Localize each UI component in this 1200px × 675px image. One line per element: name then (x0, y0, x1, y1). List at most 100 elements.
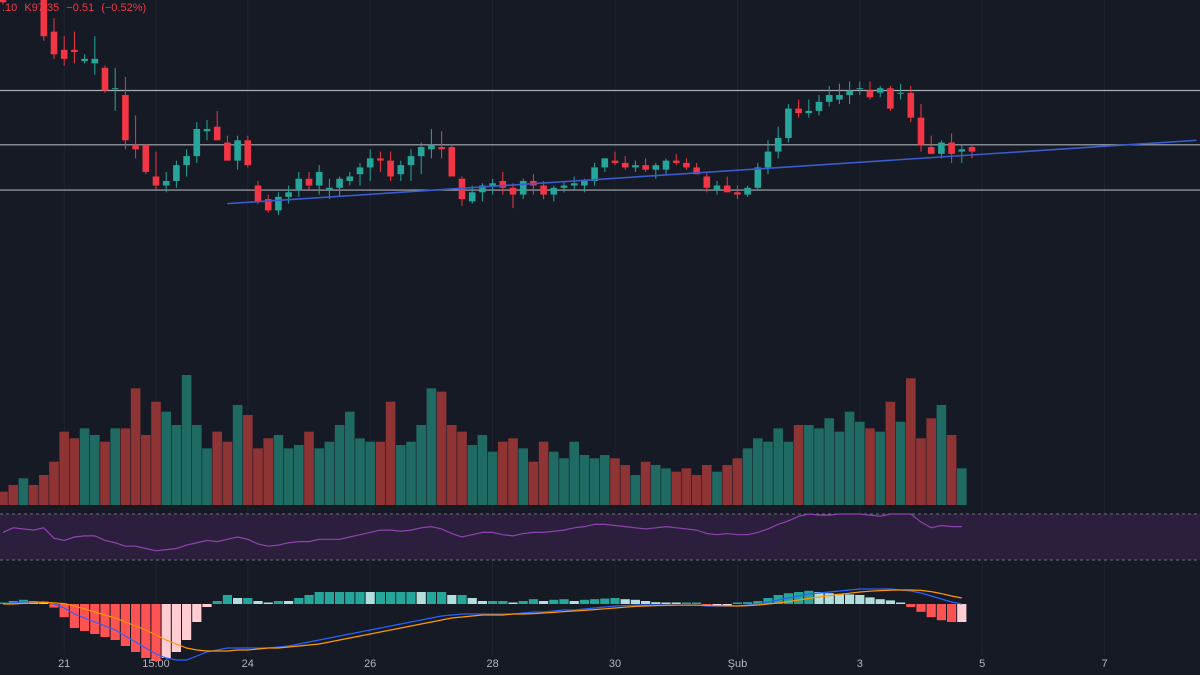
candle-body (489, 183, 496, 186)
macd-histogram-bar (488, 601, 498, 604)
candle-body (0, 0, 7, 3)
volume-bar (549, 451, 559, 505)
candle-body (754, 167, 762, 188)
macd-histogram-bar (712, 604, 722, 606)
volume-bar (783, 441, 794, 505)
macd-line (2, 588, 962, 661)
x-tick-label: 24 (242, 658, 254, 670)
candle-body (346, 176, 354, 181)
macd-histogram-bar (59, 604, 69, 618)
macd-histogram-bar (151, 604, 161, 661)
volume-bar (630, 475, 641, 505)
candle-body (519, 181, 527, 195)
volume-bar (702, 465, 712, 505)
macd-histogram-bar (539, 601, 549, 604)
volume-bar (538, 441, 549, 505)
candle-body (264, 199, 272, 211)
macd-histogram-bar (90, 604, 100, 634)
x-tick-label: 30 (609, 658, 621, 670)
candle-body (468, 192, 476, 202)
candle-body (305, 178, 313, 186)
x-tick-label: Şub (728, 658, 748, 670)
volume-bar (916, 438, 926, 505)
macd-histogram-bar (549, 599, 559, 604)
candle-body (509, 187, 517, 195)
volume-bar (304, 431, 314, 505)
candle-body (693, 167, 700, 175)
candle-body (560, 185, 568, 188)
volume-bar (732, 458, 743, 505)
volume-bar (396, 445, 406, 505)
volume-bar (824, 418, 834, 505)
volume-bar (69, 438, 80, 505)
macd-histogram-bar (447, 595, 457, 604)
volume-bar (661, 468, 671, 505)
macd-histogram-bar (120, 604, 130, 646)
volume-bar (151, 401, 161, 505)
macd-histogram-bar (620, 599, 630, 604)
x-tick-label: 26 (364, 658, 376, 670)
candle-body (713, 185, 721, 191)
candle-body (795, 108, 802, 114)
candle-body (927, 147, 935, 154)
candle-body (907, 92, 915, 118)
volume-bar (651, 465, 661, 505)
volume-bar (885, 401, 896, 505)
volume-bar (100, 441, 110, 505)
volume-bar (559, 458, 569, 505)
macd-histogram-bar (916, 604, 926, 612)
volume-bar (763, 441, 773, 505)
candle-body (836, 95, 843, 100)
candle-body (60, 49, 68, 59)
macd-histogram-bar (477, 601, 487, 604)
volume-bar (936, 405, 947, 505)
macd-histogram-bar (692, 602, 702, 604)
candle-body (662, 160, 670, 170)
macd-histogram-bar (559, 599, 569, 604)
macd-histogram-bar (855, 595, 865, 604)
macd-histogram-bar (671, 602, 681, 604)
volume-bar (528, 461, 539, 505)
candle-body (948, 142, 955, 154)
candle-body (173, 165, 180, 181)
candle-body (162, 181, 170, 186)
macd-histogram-bar (528, 599, 538, 604)
volume-bar (467, 445, 477, 505)
candle-body (764, 151, 772, 168)
macd-histogram-bar (824, 593, 834, 604)
candle-body (642, 165, 649, 170)
volume-bar (181, 375, 192, 505)
candle-body (632, 165, 639, 168)
volume-bar (212, 431, 222, 505)
candle-body (581, 181, 588, 186)
macd-histogram-bar (732, 602, 742, 604)
macd-histogram-bar (345, 592, 355, 604)
candle-body (40, 0, 48, 37)
candle-body (326, 187, 333, 191)
macd-histogram-bar (865, 597, 875, 604)
macd-histogram-bar (600, 598, 610, 604)
macd-histogram-bar (233, 598, 243, 604)
volume-bar (457, 431, 467, 505)
rsi-band (0, 514, 1200, 560)
candle-body (825, 95, 833, 102)
macd-histogram-bar (885, 600, 895, 604)
macd-histogram-bar (365, 592, 375, 604)
candle-body (866, 90, 874, 98)
change-percent: (−0.52%) (101, 2, 147, 14)
volume-bar (600, 455, 610, 505)
macd-histogram-bar (406, 592, 416, 604)
volume-bar (18, 478, 29, 505)
candle-body (479, 185, 486, 193)
candle-body (275, 196, 282, 211)
macd-histogram-bar (630, 599, 640, 604)
candle-body (897, 92, 904, 94)
ohlc-fragment: .10 (2, 2, 18, 14)
candle-body (652, 165, 660, 170)
candle-body (428, 144, 435, 150)
volume-bar (39, 475, 49, 505)
macd-histogram-bar (794, 592, 804, 604)
macd-histogram-bar (518, 601, 528, 604)
